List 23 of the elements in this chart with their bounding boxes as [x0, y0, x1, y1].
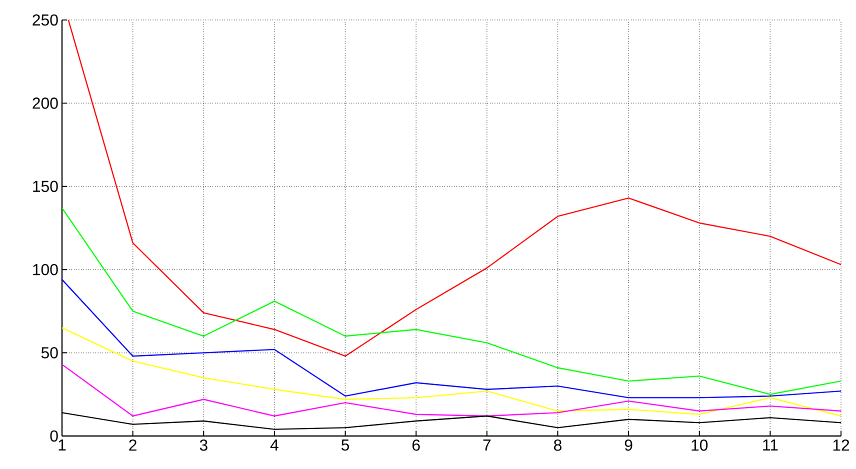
line-series	[62, 364, 842, 417]
x-tick-label: 1	[58, 440, 66, 450]
x-tick-label: 3	[200, 440, 208, 451]
y-tick-label: 100	[33, 264, 58, 276]
y-tick-label: 150	[33, 180, 58, 192]
line-series	[62, 278, 842, 398]
x-tick-label: 11	[763, 440, 778, 450]
y-tick-label: 0	[50, 430, 58, 442]
x-tick-label: 6	[412, 440, 420, 451]
x-tick-label: 9	[624, 440, 632, 451]
line-series	[62, 207, 842, 395]
x-tick-label: 5	[341, 440, 350, 451]
line-series	[62, 327, 842, 417]
y-tick-label: 250	[32, 14, 58, 26]
x-tick-label: 12	[833, 440, 850, 451]
line-series	[68, 20, 842, 357]
y-tick-label: 50	[41, 347, 58, 358]
x-tick-label: 4	[270, 440, 278, 450]
x-tick-label: 8	[554, 440, 562, 451]
y-tick-label: 200	[32, 98, 58, 109]
x-tick-label: 7	[483, 440, 491, 450]
x-tick-label: 10	[692, 440, 708, 451]
x-tick-label: 2	[129, 440, 136, 451]
